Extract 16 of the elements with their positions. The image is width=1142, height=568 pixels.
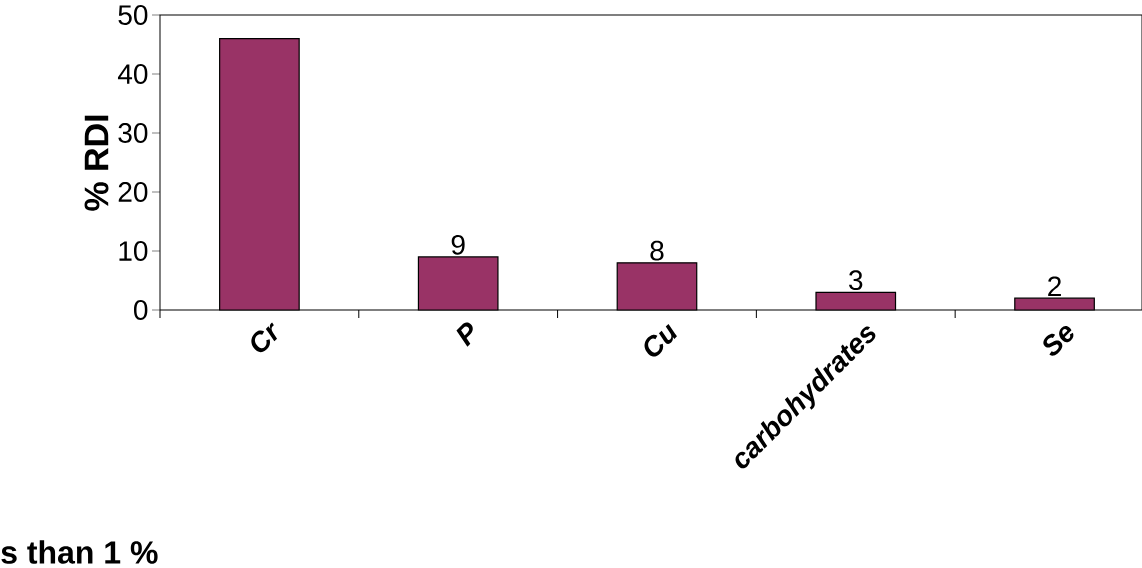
data-label: 9	[451, 234, 465, 255]
data-label: 8	[650, 240, 664, 261]
x-tick-label: Cr	[251, 322, 278, 353]
text: s than 1 %	[1, 540, 158, 564]
y-tick-label: 20	[118, 182, 148, 202]
y-axis-title: % RDI	[84, 115, 109, 211]
y-tick-label: 0	[134, 300, 148, 320]
y-tick-label: 10	[119, 241, 148, 261]
x-tick-label: P	[456, 322, 473, 347]
y-tick-label: 30	[118, 123, 148, 143]
y-tick-label: 40	[117, 64, 148, 84]
x-tick-label: Se	[1043, 326, 1074, 356]
data-label: 3	[849, 270, 863, 291]
y-tick-label: 50	[118, 5, 148, 25]
x-tick-label: Cu	[644, 323, 677, 357]
data-label: 2	[1048, 276, 1061, 296]
